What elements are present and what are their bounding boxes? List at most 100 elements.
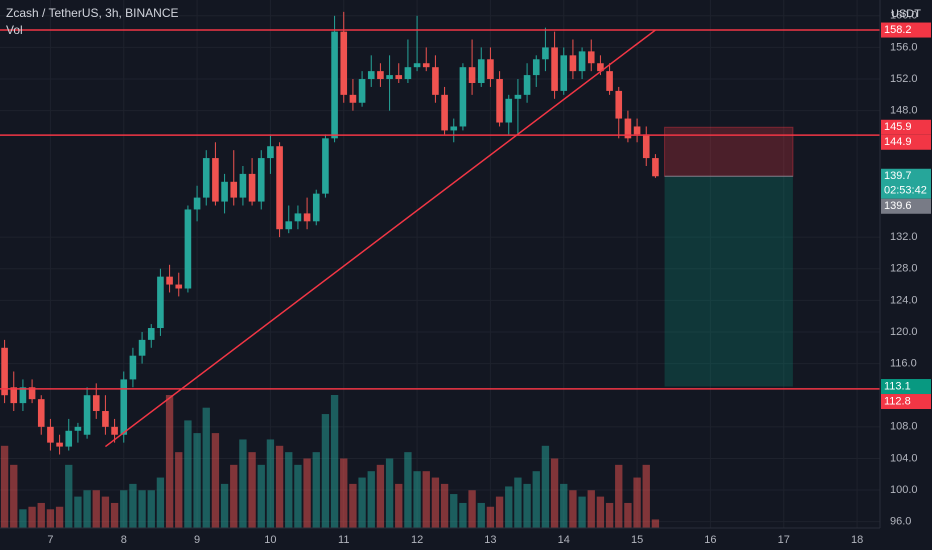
volume-bar (550, 458, 559, 528)
y-tick-label: 116.0 (890, 357, 917, 369)
candle-body (47, 426, 54, 443)
candle-body (377, 71, 384, 80)
volume-bar (92, 490, 100, 528)
price-tag-label: 139.6 (884, 200, 912, 212)
axes: 96.0 100.0 104.0 108.0 116.0 120.0 124.0 128.0 1… (47, 10, 931, 546)
x-tick-label: 8 (121, 534, 127, 546)
candle-body (331, 31, 338, 139)
price-tag (881, 168, 931, 199)
y-tick-label: 152.0 (890, 73, 918, 85)
x-tick-label: 9 (194, 534, 200, 546)
volume-bar (294, 464, 302, 528)
candle-body (487, 59, 494, 80)
price-tag-label: 158.2 (884, 24, 912, 36)
volume-bar (605, 502, 614, 528)
volume-bar (404, 452, 412, 528)
chart-title: Zcash / TetherUS, 3h, BINANCE (6, 6, 179, 20)
volume-bar (523, 483, 531, 528)
volume-bar (147, 490, 155, 528)
candle-body (551, 47, 558, 91)
volume-bar (358, 477, 366, 528)
plot (0, 11, 880, 528)
candle-body (532, 59, 540, 76)
price-tag-label: 145.9 (884, 121, 912, 133)
volume-bar (395, 483, 403, 528)
candle-body (587, 51, 595, 64)
candle-body (166, 276, 173, 285)
volume-bar (514, 477, 522, 528)
candle-body (358, 79, 366, 103)
y-tick-label: 148.0 (890, 105, 918, 117)
candle-body (221, 181, 228, 202)
volume-bar (615, 464, 623, 528)
candle-body (432, 67, 439, 95)
currency-label: USDT (891, 8, 921, 20)
candle-body (642, 134, 650, 159)
candle-body (615, 90, 623, 119)
grid (0, 0, 880, 528)
volume-bar (587, 490, 595, 528)
candle-body (459, 67, 467, 127)
volume-bar (248, 452, 256, 528)
candle-body (56, 442, 63, 447)
y-tick-label: 96.0 (890, 516, 911, 528)
price-tag (881, 198, 931, 214)
volume-bar (230, 464, 238, 528)
x-tick-label: 12 (411, 534, 423, 546)
candle-body (560, 55, 568, 91)
y-tick-label: 124.0 (890, 294, 918, 306)
candle-body (239, 173, 247, 198)
candle-body (413, 63, 421, 68)
volume-bar (459, 502, 467, 528)
volume-bar (46, 509, 55, 528)
volume-bar (321, 414, 330, 528)
x-tick-label: 14 (558, 534, 570, 546)
candle-body (597, 63, 604, 72)
volume-bar (541, 445, 550, 528)
volume-bar (0, 445, 9, 528)
volume-bar (633, 477, 641, 528)
candle-body (267, 146, 274, 159)
candle-body (294, 213, 302, 222)
price-tag (881, 394, 931, 410)
candle-body (312, 193, 320, 222)
volume-bar (211, 433, 220, 528)
candle-body (542, 47, 549, 60)
volume-label: Vol (6, 23, 23, 37)
volume-bar (376, 464, 385, 528)
volume-bar (642, 464, 650, 528)
volume-bar (101, 496, 110, 528)
volume-bar (651, 519, 660, 528)
volume-bar (184, 420, 192, 528)
price-tag-label: 112.8 (884, 395, 911, 407)
x-tick-label: 13 (484, 534, 496, 546)
volume-bar (532, 471, 540, 528)
candle-body (633, 126, 641, 135)
volume-bar (422, 471, 430, 528)
x-tick-label: 17 (778, 534, 790, 546)
volume-bar (65, 464, 73, 528)
volume-bar (477, 502, 485, 528)
candle-body (92, 395, 100, 412)
candle-body (230, 181, 238, 198)
candle-body (138, 339, 146, 356)
candle-body (202, 158, 210, 198)
candle-body (477, 59, 485, 83)
candle-body (111, 426, 118, 435)
candle-body (147, 328, 155, 340)
volume-bar (28, 506, 36, 528)
volume-bar (495, 496, 504, 528)
volume-bar (560, 483, 568, 528)
volume-bar (505, 486, 513, 528)
candle-body (129, 355, 137, 380)
candle-body (514, 94, 522, 99)
volume-bar (330, 395, 339, 528)
volume-bar (275, 445, 284, 528)
volume-bar (55, 506, 64, 528)
price-tag (881, 22, 931, 38)
x-tick-label: 18 (851, 534, 863, 546)
candle-body (441, 94, 448, 131)
volume-bar (138, 490, 146, 528)
candle-body (212, 158, 219, 202)
